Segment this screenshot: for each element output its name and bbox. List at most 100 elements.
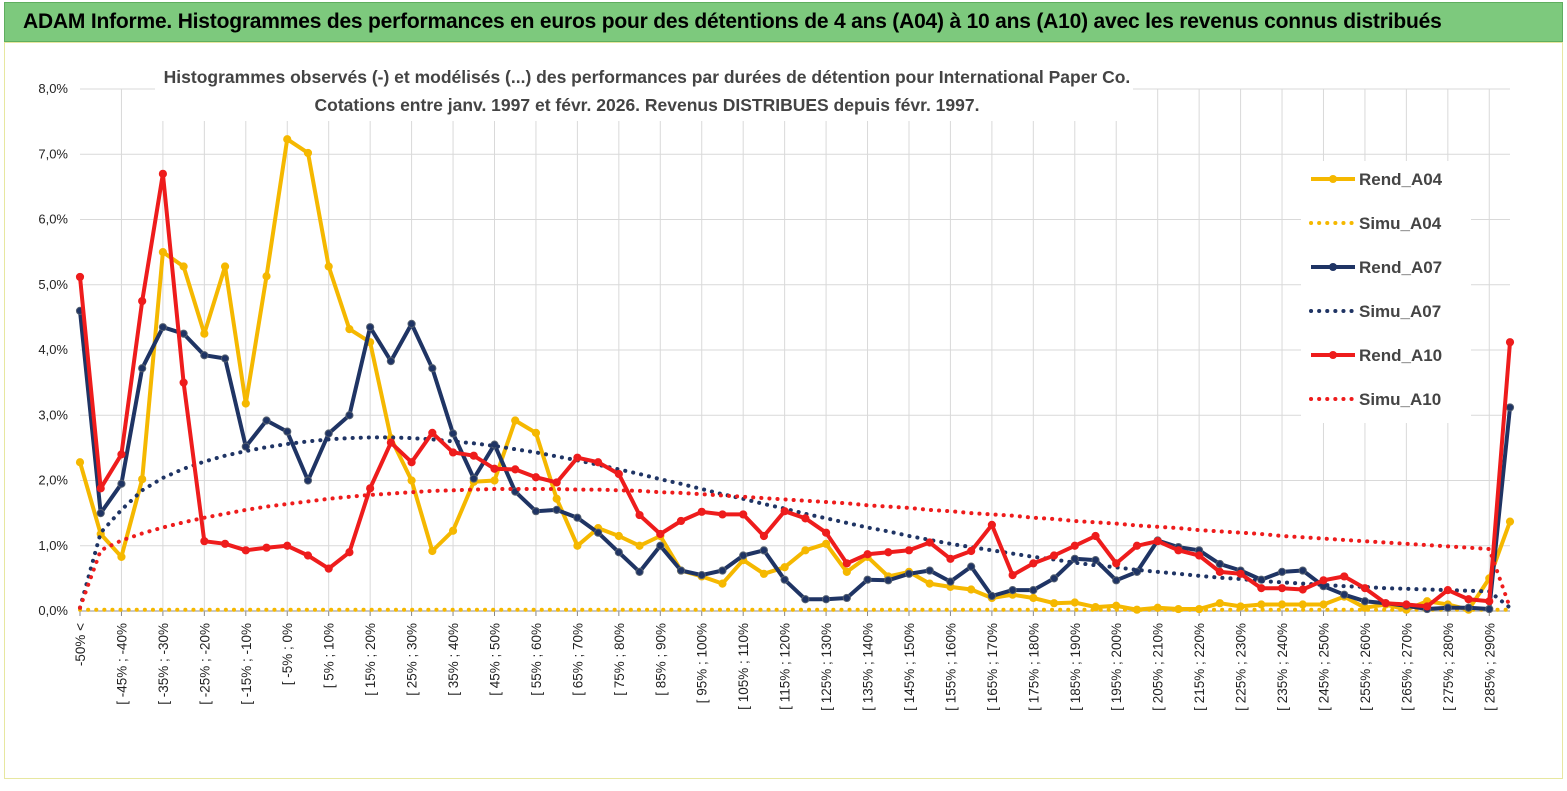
x-tick-label: [ -5% ; 0% xyxy=(280,623,295,685)
data-point xyxy=(179,329,188,338)
data-point xyxy=(158,169,167,178)
data-point xyxy=(1112,559,1121,568)
x-tick-label: [ 265% ; 270% xyxy=(1399,623,1414,711)
data-point xyxy=(759,531,769,541)
legend-label: Rend_A10 xyxy=(1359,346,1442,365)
x-tick-label: [ 115% ; 120% xyxy=(778,623,793,710)
x-tick-label: [ 105% ; 110% xyxy=(736,623,751,710)
data-point xyxy=(1485,597,1494,606)
data-point xyxy=(428,364,437,373)
data-point xyxy=(1298,566,1307,575)
data-point xyxy=(345,548,354,557)
x-tick-label: [ 285% ; 290% xyxy=(1482,623,1497,711)
data-point xyxy=(1257,584,1266,593)
data-point xyxy=(283,135,292,144)
data-point xyxy=(1049,574,1059,583)
data-point xyxy=(1215,599,1224,608)
legend-marker xyxy=(1329,175,1337,183)
data-point xyxy=(1153,537,1162,546)
legend-label: Simu_A04 xyxy=(1359,214,1442,233)
data-point xyxy=(96,484,105,493)
legend-marker xyxy=(1329,263,1337,271)
data-point xyxy=(407,458,416,467)
data-point xyxy=(925,579,934,588)
series-line-rend-a04 xyxy=(78,137,1512,612)
legend-label: Rend_A04 xyxy=(1359,170,1443,189)
data-point xyxy=(324,262,333,271)
data-point xyxy=(1464,603,1473,612)
data-point xyxy=(1236,569,1245,578)
data-point xyxy=(366,484,375,493)
data-point xyxy=(283,541,292,550)
data-point xyxy=(1070,598,1079,607)
data-point xyxy=(904,546,914,555)
x-tick-label: [ 25% ; 30% xyxy=(405,623,420,696)
x-tick-label: [ 155% ; 160% xyxy=(943,623,958,711)
x-tick-label: [ 225% ; 230% xyxy=(1234,623,1249,711)
data-point xyxy=(1049,599,1059,608)
data-point xyxy=(366,323,375,332)
y-tick-label: 5,0% xyxy=(38,277,68,292)
y-tick-label: 1,0% xyxy=(38,538,68,553)
data-point xyxy=(511,416,520,425)
data-point xyxy=(676,516,686,526)
series-line-simu-a07 xyxy=(78,435,1512,610)
data-point xyxy=(1091,556,1100,565)
x-tick-label: [ 255% ; 260% xyxy=(1358,623,1373,711)
x-tick-label: [ -45% ; -40% xyxy=(114,623,129,705)
x-tick-label: [ 55% ; 60% xyxy=(529,623,544,696)
data-point xyxy=(635,541,644,550)
data-point xyxy=(614,469,623,479)
data-point xyxy=(780,575,789,584)
data-point xyxy=(1174,546,1183,555)
data-point xyxy=(1360,584,1370,593)
data-point xyxy=(842,593,851,603)
data-point xyxy=(303,551,313,560)
data-point xyxy=(200,351,209,360)
data-point xyxy=(884,548,893,557)
data-point xyxy=(220,539,230,548)
data-point xyxy=(967,546,976,556)
data-point xyxy=(967,585,976,594)
report-banner: ADAM Informe. Histogrammes des performan… xyxy=(4,2,1563,42)
series-line-rend-a10 xyxy=(78,171,1512,609)
y-tick-label: 0,0% xyxy=(38,603,68,618)
data-point xyxy=(821,528,831,537)
data-point xyxy=(1464,595,1473,604)
data-point xyxy=(117,479,126,488)
data-point xyxy=(801,514,810,523)
chart-title-line-1: Histogrammes observés (-) et modélisés (… xyxy=(164,67,1131,87)
legend-label: Simu_A07 xyxy=(1359,302,1441,321)
data-point xyxy=(987,520,996,529)
data-point xyxy=(573,453,582,462)
data-point xyxy=(635,567,644,576)
data-point xyxy=(220,354,230,363)
data-point xyxy=(946,554,955,563)
data-point xyxy=(573,541,582,550)
data-point xyxy=(117,552,126,561)
data-point xyxy=(262,543,271,552)
data-point xyxy=(1132,541,1142,550)
y-tick-label: 2,0% xyxy=(38,473,68,488)
data-point xyxy=(1070,541,1079,550)
data-point xyxy=(220,262,230,271)
data-point xyxy=(739,510,748,519)
x-tick-label: [ 135% ; 140% xyxy=(861,623,876,711)
data-point xyxy=(490,476,499,485)
data-point xyxy=(1215,567,1224,576)
data-point xyxy=(697,507,706,516)
data-point xyxy=(262,272,271,281)
data-point xyxy=(200,329,209,338)
data-point xyxy=(407,319,416,328)
data-point xyxy=(96,509,105,518)
data-point xyxy=(780,507,789,516)
data-point xyxy=(614,531,623,541)
data-point xyxy=(158,323,167,332)
data-point xyxy=(614,548,623,557)
data-point xyxy=(759,569,769,578)
data-point xyxy=(531,428,541,437)
data-point xyxy=(1485,604,1494,614)
data-point xyxy=(1112,576,1121,585)
data-point xyxy=(386,438,395,447)
data-point xyxy=(1277,584,1287,593)
